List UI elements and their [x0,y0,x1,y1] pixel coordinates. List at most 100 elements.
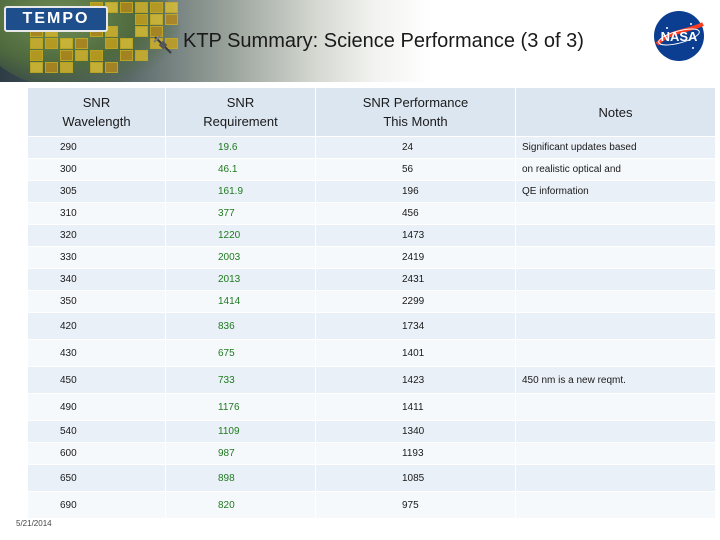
nasa-meatball-logo: NASA [654,11,704,61]
table-header-row: SNR Wavelength SNR Requirement SNR Perfo… [27,87,716,137]
notes-cell [515,442,716,465]
requirement-cell: 1109 [165,420,316,443]
notes-cell [515,224,716,247]
requirement-cell: 161.9 [165,180,316,203]
notes-cell: Significant updates based [515,136,716,159]
table-row: 450 733 1423 450 nm is a new reqmt. [27,366,716,394]
notes-cell [515,246,716,269]
grid-cell [75,50,88,61]
grid-cell [30,62,43,73]
wavelength-cell: 305 [27,180,166,203]
page-title: KTP Summary: Science Performance (3 of 3… [183,30,584,52]
table-row: 690 820 975 [27,491,716,519]
requirement-cell: 836 [165,312,316,340]
wavelength-cell: 430 [27,339,166,367]
table-row: 350 1414 2299 [27,290,716,313]
grid-cell [150,14,163,25]
performance-cell: 1734 [315,312,516,340]
performance-cell: 56 [315,158,516,181]
performance-cell: 2431 [315,268,516,291]
grid-cell [120,50,133,61]
performance-cell: 1411 [315,393,516,421]
column-header: SNR Performance This Month [315,87,516,137]
grid-cell [75,38,88,49]
footer-date: 5/21/2014 [16,519,52,528]
notes-cell [515,491,716,519]
grid-cell [60,50,73,61]
wavelength-cell: 600 [27,442,166,465]
requirement-cell: 898 [165,464,316,492]
grid-cell [90,62,103,73]
wavelength-cell: 490 [27,393,166,421]
notes-cell [515,420,716,443]
requirement-cell: 820 [165,491,316,519]
table-row: 320 1220 1473 [27,224,716,247]
notes-cell: on realistic optical and [515,158,716,181]
performance-cell: 1340 [315,420,516,443]
grid-cell [120,2,133,13]
wavelength-cell: 330 [27,246,166,269]
wavelength-cell: 340 [27,268,166,291]
performance-cell: 24 [315,136,516,159]
notes-cell [515,339,716,367]
wavelength-cell: 690 [27,491,166,519]
grid-cell [165,2,178,13]
grid-cell [30,50,43,61]
grid-cell [45,62,58,73]
grid-cell [135,2,148,13]
wavelength-cell: 420 [27,312,166,340]
grid-cell [90,50,103,61]
table-row: 305 161.9 196 QE information [27,180,716,203]
requirement-cell: 1176 [165,393,316,421]
grid-cell [60,38,73,49]
wavelength-cell: 350 [27,290,166,313]
requirement-cell: 987 [165,442,316,465]
performance-cell: 196 [315,180,516,203]
notes-cell [515,312,716,340]
grid-cell [150,26,163,37]
requirement-cell: 733 [165,366,316,394]
column-header: Notes [515,87,716,137]
wavelength-cell: 650 [27,464,166,492]
performance-cell: 1473 [315,224,516,247]
column-header: SNR Requirement [165,87,316,137]
grid-cell [135,26,148,37]
requirement-cell: 1414 [165,290,316,313]
table-row: 330 2003 2419 [27,246,716,269]
column-header: SNR Wavelength [27,87,166,137]
requirement-cell: 675 [165,339,316,367]
header-banner: TEMPO KTP Summary: Science Performance (… [0,0,720,82]
tempo-logo: TEMPO [4,6,108,32]
performance-cell: 1085 [315,464,516,492]
grid-cell [150,2,163,13]
table-row: 600 987 1193 [27,442,716,465]
notes-cell [515,202,716,225]
wavelength-cell: 290 [27,136,166,159]
wavelength-cell: 310 [27,202,166,225]
table-row: 650 898 1085 [27,464,716,492]
grid-cell [120,38,133,49]
notes-cell: QE information [515,180,716,203]
grid-cell [30,38,43,49]
performance-cell: 1401 [315,339,516,367]
notes-cell [515,290,716,313]
wavelength-cell: 320 [27,224,166,247]
notes-cell [515,464,716,492]
table-row: 290 19.6 24 Significant updates based [27,136,716,159]
performance-cell: 975 [315,491,516,519]
nasa-logo-text: NASA [661,29,698,44]
performance-cell: 2419 [315,246,516,269]
table-row: 490 1176 1411 [27,393,716,421]
performance-cell: 1423 [315,366,516,394]
snr-performance-table: SNR Wavelength SNR Requirement SNR Perfo… [27,87,716,519]
grid-cell [60,62,73,73]
grid-cell [105,38,118,49]
table-row: 340 2013 2431 [27,268,716,291]
table-row: 310 377 456 [27,202,716,225]
wavelength-cell: 450 [27,366,166,394]
notes-cell [515,393,716,421]
requirement-cell: 2013 [165,268,316,291]
notes-cell: 450 nm is a new reqmt. [515,366,716,394]
table-row: 430 675 1401 [27,339,716,367]
grid-cell [135,14,148,25]
